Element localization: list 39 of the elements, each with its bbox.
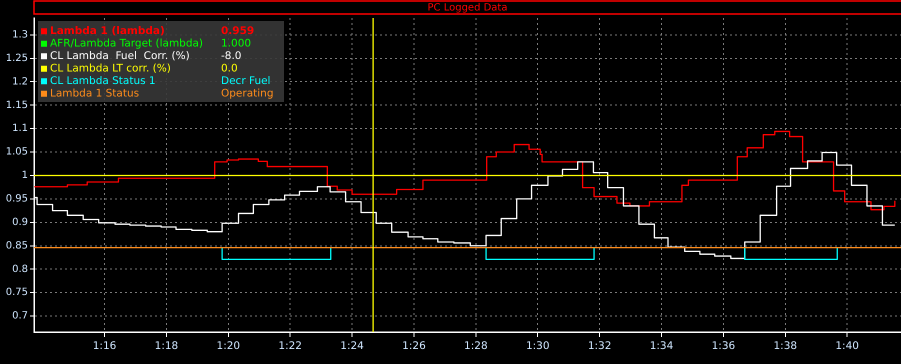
x-tick-label: 1:18 (154, 340, 178, 352)
x-tick-label: 1:22 (278, 340, 302, 352)
x-tick-label: 1:16 (92, 340, 117, 352)
y-tick-label: 0.95 (6, 193, 28, 204)
legend-label: CL Lambda LT corr. (%) (50, 62, 171, 74)
y-tick-label: 1.3 (12, 29, 28, 40)
legend-label: Lambda 1 (lambda) (50, 24, 165, 37)
y-tick-label: 1.15 (6, 100, 28, 111)
y-tick-label: 0.75 (6, 287, 28, 298)
legend-label: CL Lambda Fuel Corr. (%) (50, 50, 190, 62)
chart-title: PC Logged Data (428, 2, 508, 14)
y-tick-label: 0.8 (12, 264, 28, 275)
annotation: Decr Fuel (221, 74, 270, 87)
annotation: 0.959 (221, 24, 254, 37)
y-tick-label: 1.05 (6, 146, 28, 158)
y-tick-label: 1 (22, 170, 28, 182)
legend-label: Lambda 1 Status (50, 87, 140, 100)
y-tick-label: 1.25 (6, 52, 28, 64)
legend-label: AFR/Lambda Target (lambda) (50, 37, 204, 50)
y-tick-label: 0.7 (12, 310, 28, 322)
y-tick-label: 1.1 (12, 123, 28, 134)
x-tick-label: 1:26 (402, 340, 426, 352)
x-tick-label: 1:34 (650, 340, 674, 352)
y-tick-label: 1.2 (12, 76, 28, 88)
y-tick-label: 0.85 (6, 240, 28, 252)
x-tick-label: 1:38 (773, 340, 798, 352)
annotation: -8.0 (221, 50, 242, 62)
annotation: 0.0 (221, 62, 238, 74)
x-tick-label: 1:36 (712, 340, 736, 352)
x-tick-label: 1:24 (340, 340, 364, 352)
x-tick-label: 1:28 (464, 340, 488, 352)
x-tick-label: 1:30 (526, 340, 550, 352)
x-tick-label: 1:32 (588, 340, 612, 352)
annotation: 1.000 (221, 37, 252, 50)
annotation: Operating (221, 87, 274, 100)
x-tick-label: 1:40 (835, 340, 859, 352)
y-tick-label: 0.9 (12, 216, 28, 228)
legend-label: CL Lambda Status 1 (50, 74, 156, 87)
x-tick-label: 1:20 (216, 340, 240, 352)
